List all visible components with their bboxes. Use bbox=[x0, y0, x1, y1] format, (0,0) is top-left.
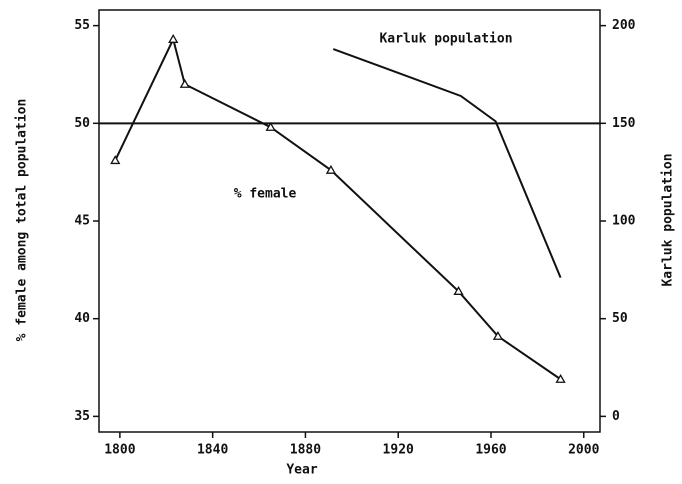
x-tick-label: 1880 bbox=[290, 443, 321, 458]
y-tick-label: 45 bbox=[74, 214, 90, 229]
x-tick-label: 1960 bbox=[475, 443, 506, 458]
series-line bbox=[114, 36, 562, 381]
y2-tick-label: 0 bbox=[612, 409, 620, 424]
marker bbox=[325, 164, 337, 174]
series-line bbox=[332, 48, 562, 279]
y2-tick-label: 200 bbox=[612, 18, 636, 33]
marker bbox=[179, 78, 190, 88]
x-axis-label: Year bbox=[286, 463, 317, 478]
x-tick-label: 1800 bbox=[104, 443, 135, 458]
x-tick-label: 2000 bbox=[568, 443, 599, 458]
y2-tick-label: 150 bbox=[612, 116, 636, 131]
y-tick-label: 35 bbox=[74, 409, 90, 424]
marker bbox=[492, 330, 504, 340]
marker bbox=[110, 155, 121, 165]
y2-tick-label: 50 bbox=[612, 311, 628, 326]
marker bbox=[453, 286, 464, 295]
marker bbox=[265, 121, 276, 131]
series-annotation: % female bbox=[234, 187, 297, 202]
y-tick-label: 55 bbox=[74, 18, 90, 33]
marker bbox=[168, 33, 179, 43]
y-tick-label: 40 bbox=[74, 311, 90, 326]
marker bbox=[555, 373, 566, 383]
x-tick-label: 1920 bbox=[383, 443, 414, 458]
y2-tick-label: 100 bbox=[612, 214, 636, 229]
y-axis-label: % female among total population bbox=[15, 99, 30, 342]
y-tick-label: 50 bbox=[74, 116, 90, 131]
plot-frame bbox=[98, 9, 601, 433]
series-annotation: Karluk population bbox=[379, 32, 512, 47]
x-tick-label: 1840 bbox=[197, 443, 228, 458]
y2-axis-label: Karluk population bbox=[661, 153, 676, 286]
